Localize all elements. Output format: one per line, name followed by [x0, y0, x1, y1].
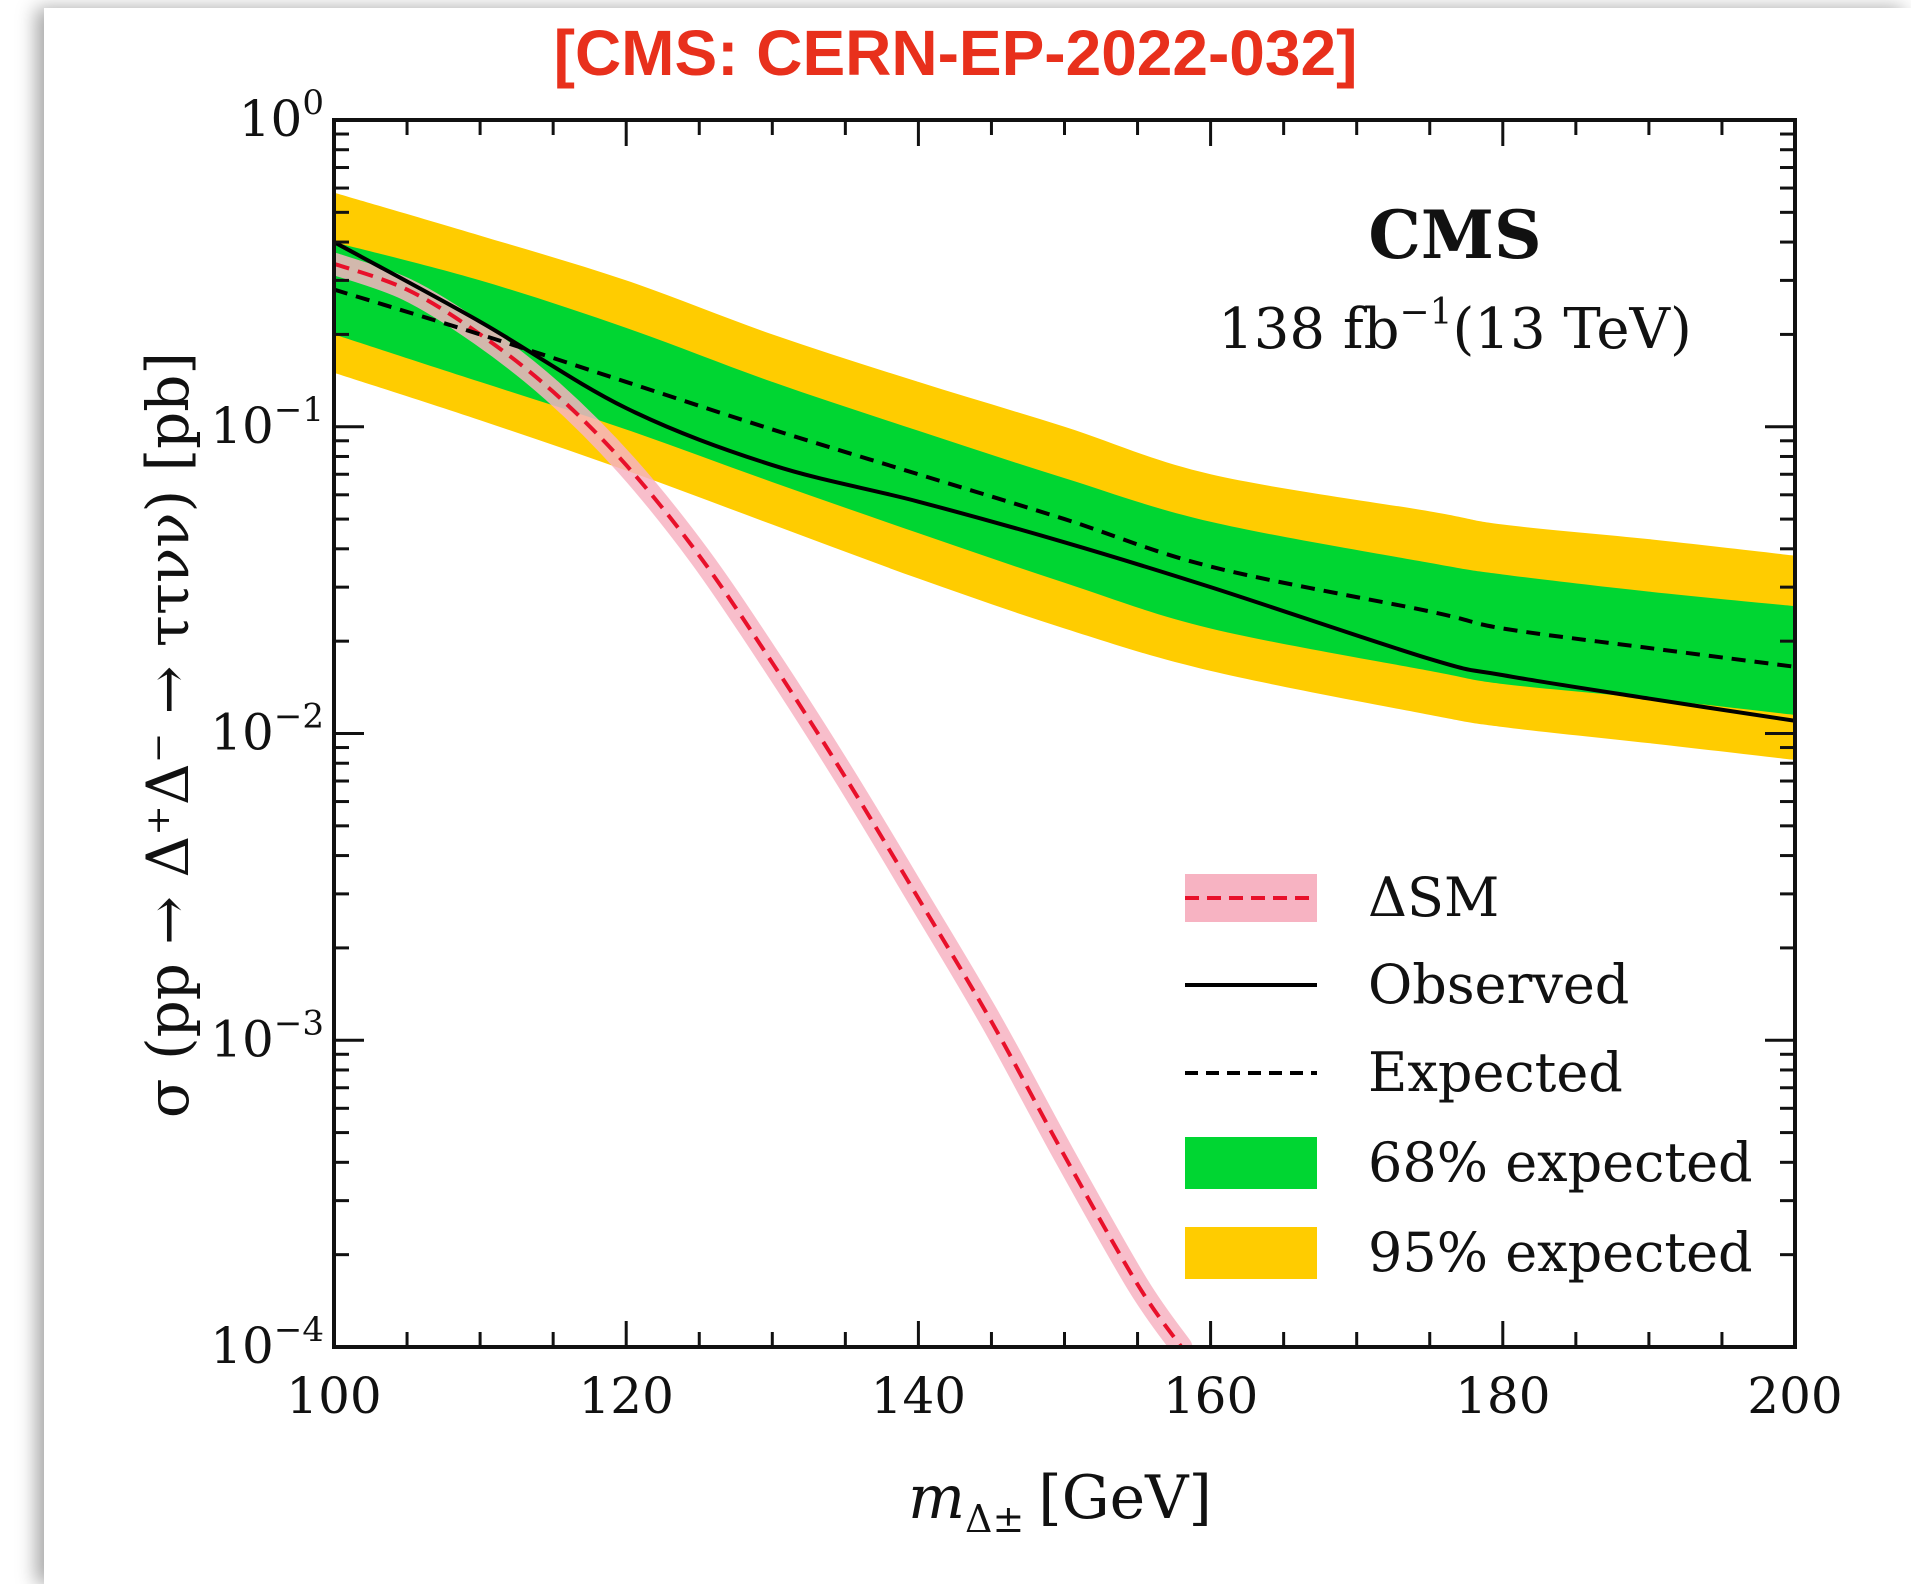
legend-item-solid: Observed	[1185, 953, 1629, 1016]
luminosity-label: 138 fb−1(13 TeV)	[1218, 292, 1692, 362]
legend-label: Observed	[1368, 953, 1629, 1016]
legend-swatch-band95	[1185, 1227, 1317, 1279]
legend-swatch-band68	[1185, 1137, 1317, 1189]
y-axis-label: σ (pp → Δ⁺Δ⁻ → ττνν) [pb]	[134, 352, 202, 1118]
sm-prediction-line	[334, 261, 1184, 1347]
y-tick-label: 10−3	[210, 1003, 324, 1068]
luminosity-exponent: −1	[1399, 292, 1452, 333]
legend-item-band95: 95% expected	[1185, 1221, 1753, 1284]
y-tick-label: 10−2	[210, 697, 324, 762]
x-axis-subscript: Δ±	[965, 1497, 1024, 1541]
y-tick-label: 10−4	[210, 1310, 324, 1375]
legend-item-sm: ΔSM	[1185, 866, 1499, 929]
y-tick-label: 10−1	[210, 390, 324, 455]
expected-limit-line	[334, 287, 1795, 669]
x-tick-label: 120	[578, 1367, 673, 1425]
tick-labels: 100 120 140 160 180 200 100 10−1 10−2 10−3 10−4	[210, 83, 1842, 1425]
x-axis-label: mΔ± [GeV]	[908, 1463, 1212, 1541]
experiment-label: CMS	[1368, 196, 1541, 274]
legend-label: 68% expected	[1368, 1131, 1753, 1194]
y-tick-label: 100	[239, 83, 324, 148]
x-tick-label: 140	[871, 1367, 966, 1425]
observed-limit-line	[334, 240, 1795, 723]
luminosity-value: 138 fb	[1218, 297, 1399, 362]
legend-label: ΔSM	[1368, 866, 1499, 929]
legend-label: Expected	[1368, 1041, 1623, 1104]
citation-header: [CMS: CERN-EP-2022-032]	[553, 17, 1358, 89]
axis-ticks	[332, 120, 1797, 1349]
band-68-expected	[334, 242, 1795, 715]
legend-item-dashed: Expected	[1185, 1041, 1623, 1104]
legend: ΔSM Observed Expected 68% expected 95% expec…	[1185, 866, 1753, 1284]
x-axis-variable: m	[908, 1463, 965, 1533]
energy-label: (13 TeV)	[1453, 297, 1692, 362]
x-tick-label: 180	[1455, 1367, 1550, 1425]
limit-curves	[334, 240, 1795, 1347]
expected-bands	[334, 192, 1795, 760]
x-tick-label: 160	[1163, 1367, 1258, 1425]
legend-item-band68: 68% expected	[1185, 1131, 1753, 1194]
x-axis-unit: [GeV]	[1038, 1463, 1212, 1533]
legend-label: 95% expected	[1368, 1221, 1753, 1284]
x-tick-label: 200	[1747, 1367, 1842, 1425]
x-tick-label: 100	[286, 1367, 381, 1425]
